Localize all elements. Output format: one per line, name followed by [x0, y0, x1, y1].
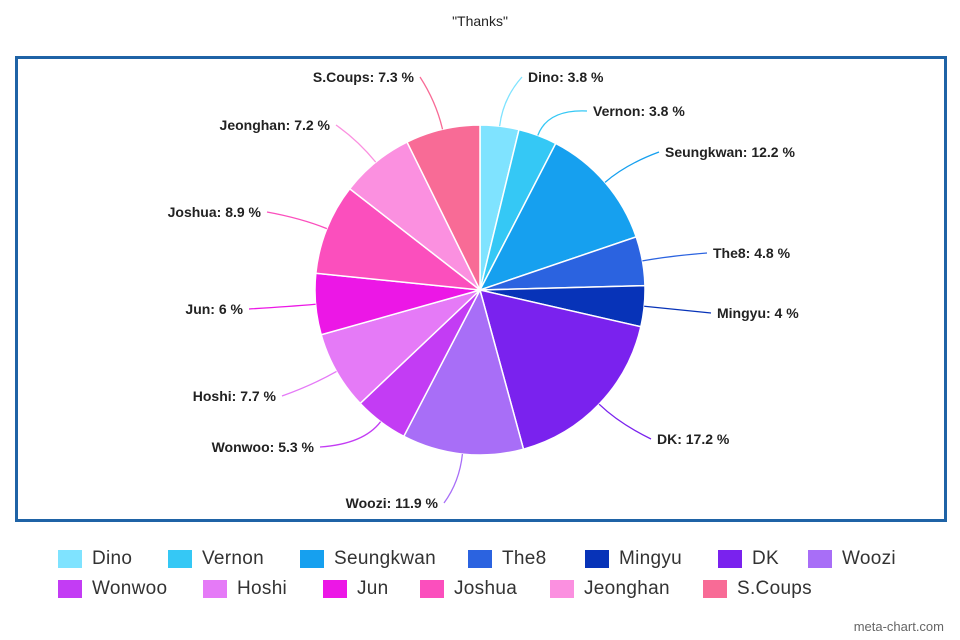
- leader-line: [419, 76, 444, 130]
- legend-label: Jeonghan: [584, 578, 670, 599]
- slice-label: Seungkwan: 12.2 %: [665, 144, 795, 160]
- legend-swatch: [58, 550, 82, 568]
- legend-swatch: [300, 550, 324, 568]
- pie-slice-s-coups[interactable]: [406, 124, 481, 291]
- legend-item[interactable]: Vernon: [168, 546, 264, 572]
- legend-item[interactable]: Seungkwan: [300, 546, 436, 572]
- legend-label: DK: [752, 548, 779, 569]
- legend-label: Woozi: [842, 548, 896, 569]
- slice-label: DK: 17.2 %: [657, 431, 730, 447]
- legend-item[interactable]: Joshua: [420, 576, 517, 602]
- slice-label: The8: 4.8 %: [713, 245, 791, 261]
- leader-line: [248, 303, 316, 310]
- legend-row: Wonwoo Hoshi Jun Joshua Jeonghan S.Coups: [58, 576, 938, 606]
- leader-line: [266, 211, 328, 230]
- legend-swatch: [58, 580, 82, 598]
- slice-label: Woozi: 11.9 %: [346, 495, 439, 511]
- legend-label: Seungkwan: [334, 548, 436, 569]
- legend-item[interactable]: The8: [468, 546, 547, 572]
- leader-line: [281, 370, 337, 397]
- legend-swatch: [718, 550, 742, 568]
- leader-line: [642, 252, 708, 262]
- legend-item[interactable]: DK: [718, 546, 779, 572]
- legend-swatch: [203, 580, 227, 598]
- slice-label: Hoshi: 7.7 %: [193, 388, 277, 404]
- legend-label: Joshua: [454, 578, 518, 599]
- leader-line: [319, 421, 382, 448]
- legend-swatch: [703, 580, 727, 598]
- chart-frame: [15, 56, 947, 522]
- pie-slice-joshua[interactable]: [315, 187, 483, 292]
- legend-item[interactable]: Jun: [323, 576, 389, 602]
- legend-swatch: [323, 580, 347, 598]
- legend-label: Vernon: [202, 548, 265, 569]
- legend-label: Mingyu: [619, 548, 683, 569]
- legend-label: S.Coups: [737, 578, 812, 599]
- legend-swatch: [550, 580, 574, 598]
- legend-swatch: [168, 550, 192, 568]
- legend-swatch: [585, 550, 609, 568]
- legend-label: Jun: [357, 578, 389, 599]
- legend-swatch: [808, 550, 832, 568]
- slice-label: Dino: 3.8 %: [528, 69, 604, 85]
- legend-item[interactable]: Hoshi: [203, 576, 287, 602]
- legend-item[interactable]: S.Coups: [703, 576, 812, 602]
- leader-line: [335, 124, 377, 163]
- pie-slice-dk[interactable]: [478, 288, 642, 451]
- slice-label: S.Coups: 7.3 %: [313, 69, 415, 85]
- slice-label: Jeonghan: 7.2 %: [220, 117, 331, 133]
- leader-line: [644, 305, 712, 314]
- leader-line: [604, 151, 660, 183]
- legend-swatch: [468, 550, 492, 568]
- slice-label: Mingyu: 4 %: [717, 305, 799, 321]
- legend: Dino Vernon Seungkwan The8 Mingyu DK Woozi Won…: [58, 546, 938, 606]
- leader-line: [443, 453, 464, 504]
- slice-label: Wonwoo: 5.3 %: [212, 439, 315, 455]
- legend-item[interactable]: Wonwoo: [58, 576, 167, 602]
- slice-label: Joshua: 8.9 %: [168, 204, 262, 220]
- slice-label: Vernon: 3.8 %: [593, 103, 685, 119]
- legend-swatch: [420, 580, 444, 598]
- leader-line: [537, 110, 588, 136]
- chart-title: "Thanks": [452, 13, 508, 29]
- legend-item[interactable]: Mingyu: [585, 546, 682, 572]
- legend-item[interactable]: Jeonghan: [550, 576, 670, 602]
- legend-label: Dino: [92, 548, 133, 569]
- legend-label: The8: [502, 548, 547, 569]
- credit-text: meta-chart.com: [853, 619, 944, 634]
- legend-item[interactable]: Woozi: [808, 546, 896, 572]
- legend-row: Dino Vernon Seungkwan The8 Mingyu DK Woozi: [58, 546, 938, 576]
- legend-label: Wonwoo: [92, 578, 168, 599]
- leader-line: [498, 76, 523, 127]
- legend-label: Hoshi: [237, 578, 288, 599]
- leader-line: [598, 403, 652, 440]
- slice-label: Jun: 6 %: [185, 301, 243, 317]
- legend-item[interactable]: Dino: [58, 546, 132, 572]
